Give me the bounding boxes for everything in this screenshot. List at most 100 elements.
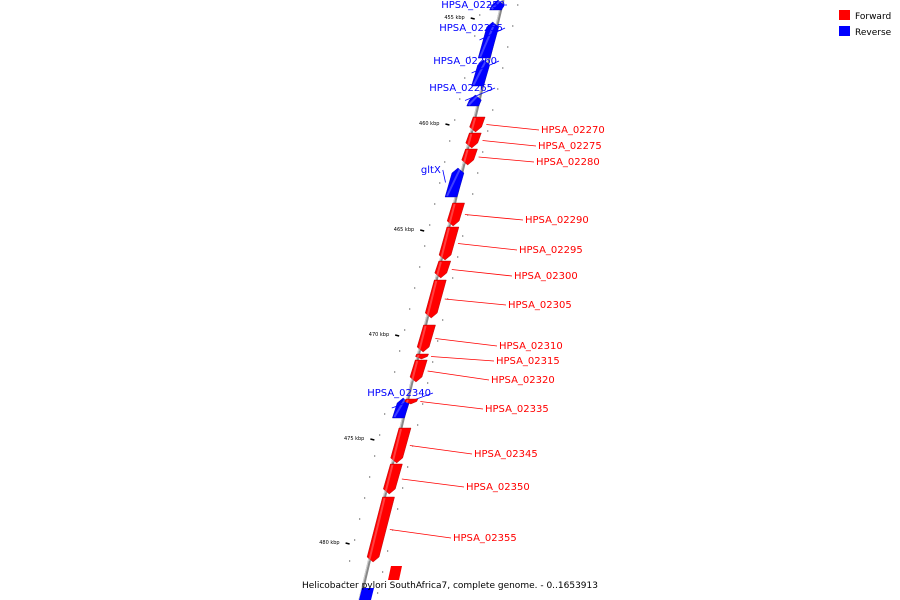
- gene-label[interactable]: HPSA_02295: [519, 245, 583, 256]
- gene-leader-line: [442, 169, 446, 183]
- gene-arrow[interactable]: [465, 132, 482, 149]
- minor-tick: [507, 46, 509, 48]
- gene-arrow[interactable]: [383, 463, 403, 495]
- gene-label[interactable]: HPSA_02270: [541, 125, 605, 136]
- gene-label[interactable]: HPSA_02250: [441, 0, 505, 11]
- gene-label[interactable]: HPSA_02280: [536, 157, 600, 168]
- gene-arrow[interactable]: [366, 496, 395, 563]
- gene-feature[interactable]: gltX: [421, 165, 465, 198]
- gene-feature[interactable]: HPSA_02355: [366, 496, 517, 563]
- gene-feature[interactable]: HPSA_02345: [390, 427, 538, 464]
- minor-tick: [434, 203, 436, 205]
- gene-arrow[interactable]: [390, 427, 412, 464]
- gene-label[interactable]: HPSA_02355: [453, 533, 517, 544]
- gene-leader-line: [431, 356, 495, 362]
- gene-arrow[interactable]: [461, 148, 478, 166]
- tick-label: 465 kbp: [394, 227, 414, 233]
- gene-feature[interactable]: HPSA_02280: [461, 148, 600, 168]
- minor-tick: [419, 266, 421, 268]
- minor-tick: [439, 182, 441, 184]
- gene-label[interactable]: HPSA_02350: [466, 482, 530, 493]
- gene-label[interactable]: gltX: [421, 165, 441, 176]
- gene-label[interactable]: HPSA_02255: [439, 23, 503, 34]
- gene-feature[interactable]: HPSA_02320: [409, 359, 555, 386]
- gene-feature[interactable]: HPSA_02305: [424, 279, 572, 319]
- minor-tick: [474, 35, 476, 37]
- gene-arrow-shine: [391, 428, 402, 463]
- gene-arrow[interactable]: [424, 279, 447, 319]
- gene-label[interactable]: HPSA_02265: [429, 83, 493, 94]
- minor-tick: [472, 193, 474, 195]
- gene-label[interactable]: HPSA_02310: [499, 341, 563, 352]
- gene-arrow-shine: [479, 22, 496, 58]
- gene-feature[interactable]: HPSA_02300: [434, 260, 578, 282]
- gene-label[interactable]: HPSA_02300: [514, 271, 578, 282]
- gene-arrow[interactable]: [446, 202, 465, 227]
- gene-leader-line: [478, 156, 535, 163]
- minor-tick: [487, 130, 489, 132]
- gene-feature[interactable]: HPSA_02260: [433, 56, 500, 87]
- minor-tick: [457, 256, 459, 258]
- gene-arrow[interactable]: [438, 226, 460, 261]
- gene-leader-line: [479, 27, 506, 41]
- gene-feature[interactable]: HPSA_02335: [404, 398, 549, 415]
- gene-feature[interactable]: HPSA_02295: [438, 226, 583, 261]
- gene-leader-line: [389, 529, 452, 539]
- gene-arrow-shine: [446, 168, 461, 197]
- gene-label[interactable]: HPSA_02320: [491, 375, 555, 386]
- minor-tick: [424, 245, 426, 247]
- gene-feature[interactable]: HPSA_02315: [415, 353, 560, 367]
- gene-label[interactable]: HPSA_02335: [485, 404, 549, 415]
- gene-feature[interactable]: HPSA_02340: [367, 388, 434, 419]
- gene-arrow[interactable]: [477, 21, 499, 59]
- gene-label[interactable]: HPSA_02260: [433, 56, 497, 67]
- gene-arrow[interactable]: [404, 398, 419, 405]
- gene-feature[interactable]: HPSA_02290: [446, 202, 589, 227]
- gene-label[interactable]: HPSA_02345: [474, 449, 538, 460]
- gene-feature[interactable]: HPSA_02270: [469, 116, 605, 136]
- minor-tick: [449, 140, 451, 142]
- gene-feature[interactable]: HPSA_02275: [465, 132, 602, 152]
- gene-arrow-shine: [418, 325, 427, 352]
- gene-leader-line: [401, 478, 465, 488]
- minor-tick: [497, 88, 499, 90]
- gene-label[interactable]: HPSA_02275: [538, 141, 602, 152]
- minor-tick: [364, 497, 366, 499]
- gene-arrow[interactable]: [466, 94, 482, 107]
- tick-label: 470 kbp: [369, 332, 389, 338]
- minor-tick: [379, 434, 381, 436]
- minor-tick: [429, 224, 431, 226]
- gene-feature[interactable]: HPSA_02255: [439, 21, 506, 59]
- minor-tick: [417, 424, 419, 426]
- gene-feature[interactable]: HPSA_02350: [383, 463, 530, 495]
- gene-feature[interactable]: HPSA_02265: [429, 83, 496, 107]
- tick-label: 475 kbp: [344, 436, 364, 442]
- gene-label[interactable]: HPSA_02315: [496, 356, 560, 367]
- gene-leader-line: [409, 445, 473, 455]
- minor-tick: [344, 581, 346, 583]
- gene-arrow[interactable]: [409, 359, 428, 383]
- gene-label[interactable]: HPSA_02305: [508, 300, 572, 311]
- gene-arrow[interactable]: [471, 59, 490, 87]
- gene-arrow[interactable]: [416, 324, 436, 353]
- gene-leader-line: [457, 243, 518, 251]
- tick-label: 460 kbp: [419, 121, 439, 127]
- minor-tick: [354, 539, 356, 541]
- gene-arrow-partial: [359, 588, 374, 600]
- gene-feature[interactable]: HPSA_02310: [416, 324, 563, 353]
- gene-leader-line: [427, 370, 490, 381]
- gene-label[interactable]: HPSA_02290: [525, 215, 589, 226]
- legend-reverse-label: Reverse: [855, 28, 892, 38]
- gene-label[interactable]: HPSA_02340: [367, 388, 431, 399]
- tick-mark: [470, 17, 475, 20]
- gene-feature[interactable]: HPSA_02250: [441, 0, 507, 11]
- minor-tick: [464, 77, 466, 79]
- gene-arrow[interactable]: [444, 167, 465, 198]
- gene-arrow[interactable]: [434, 260, 452, 279]
- gene-arrow-shine: [472, 60, 487, 86]
- minor-tick: [432, 361, 434, 363]
- gene-arrow[interactable]: [415, 353, 429, 360]
- tick-mark: [445, 123, 450, 126]
- gene-arrow[interactable]: [469, 116, 486, 133]
